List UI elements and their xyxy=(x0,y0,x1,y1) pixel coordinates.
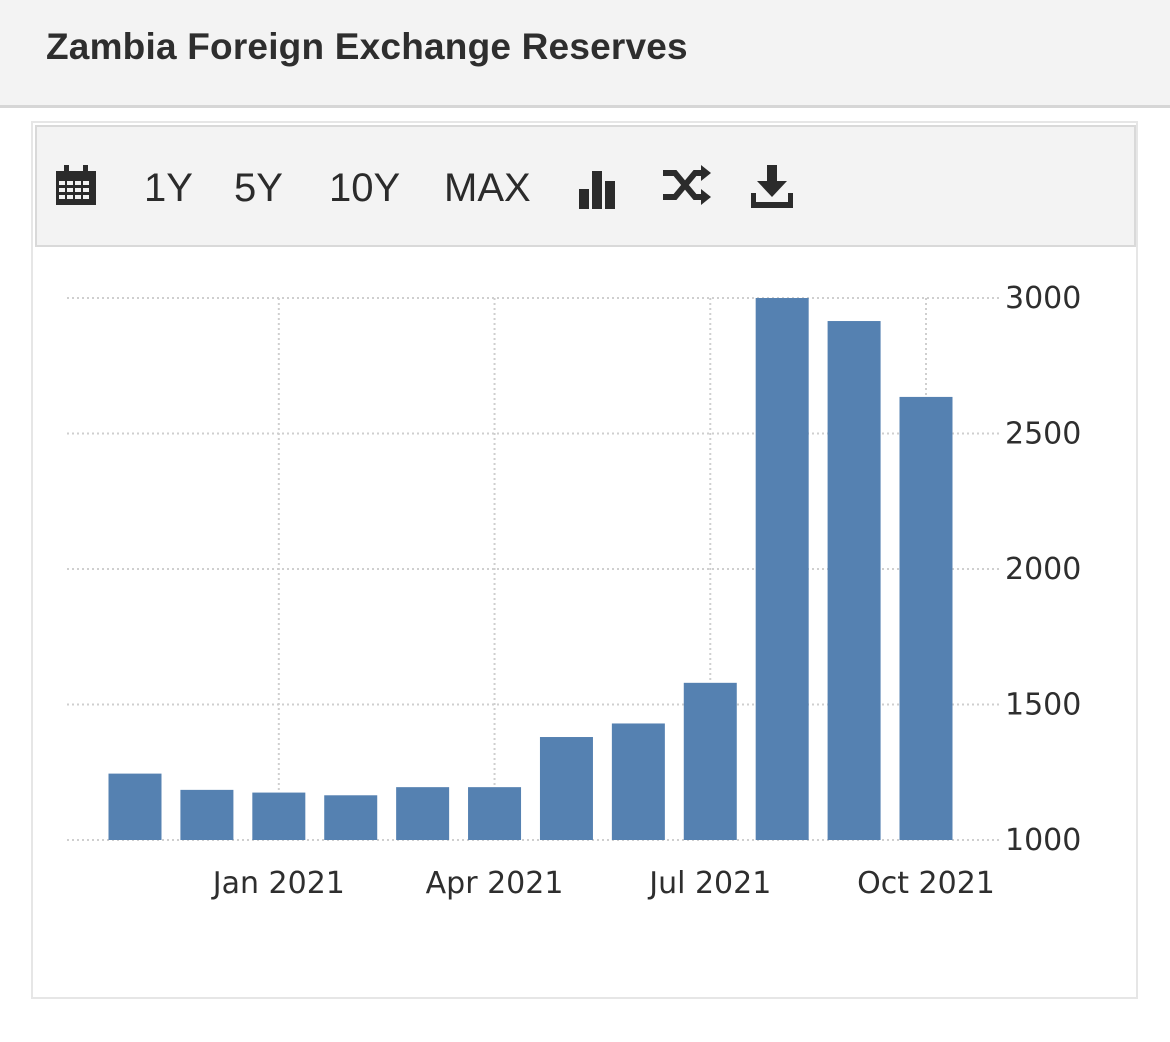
bar-chart: 1000 1500 2000 2500 3000 Jan 2021 Apr 2021 Jul … xyxy=(67,281,1082,901)
bar[interactable] xyxy=(324,795,378,840)
bar[interactable] xyxy=(683,682,737,840)
bar[interactable] xyxy=(755,298,809,840)
range-max-button[interactable]: MAX xyxy=(444,166,531,210)
y-tick-label: 1000 xyxy=(1005,823,1081,858)
chart-card: 1Y 5Y 10Y MAX xyxy=(31,121,1138,999)
bar[interactable] xyxy=(396,787,450,840)
range-10y-button[interactable]: 10Y xyxy=(329,166,401,210)
range-1y-button[interactable]: 1Y xyxy=(144,166,193,210)
y-tick-label: 2000 xyxy=(1005,552,1081,587)
bar[interactable] xyxy=(539,737,593,840)
x-tick-label: Jan 2021 xyxy=(211,866,345,901)
page-header: Zambia Foreign Exchange Reserves xyxy=(0,0,1170,108)
bar[interactable] xyxy=(180,789,234,840)
bar[interactable] xyxy=(108,773,162,840)
bar[interactable] xyxy=(468,787,522,840)
shuffle-icon[interactable] xyxy=(661,165,713,207)
y-tick-label: 1500 xyxy=(1005,688,1081,723)
bar[interactable] xyxy=(899,396,953,840)
x-tick-label: Oct 2021 xyxy=(857,866,995,901)
bar[interactable] xyxy=(252,792,306,840)
chart-toolbar: 1Y 5Y 10Y MAX xyxy=(35,125,1136,247)
page-title: Zambia Foreign Exchange Reserves xyxy=(46,26,688,67)
y-tick-label: 2500 xyxy=(1005,417,1081,452)
download-icon[interactable] xyxy=(750,165,794,209)
axis-labels: 1000 1500 2000 2500 3000 Jan 2021 Apr 2021 Jul … xyxy=(211,281,1082,901)
bar[interactable] xyxy=(611,723,665,840)
bar-chart-icon[interactable] xyxy=(577,167,619,209)
x-tick-label: Jul 2021 xyxy=(647,866,771,901)
calendar-icon[interactable] xyxy=(55,165,97,207)
bars xyxy=(108,298,953,840)
y-tick-label: 3000 xyxy=(1005,281,1081,316)
bar[interactable] xyxy=(827,321,881,840)
x-tick-label: Apr 2021 xyxy=(426,866,564,901)
range-5y-button[interactable]: 5Y xyxy=(234,166,283,210)
